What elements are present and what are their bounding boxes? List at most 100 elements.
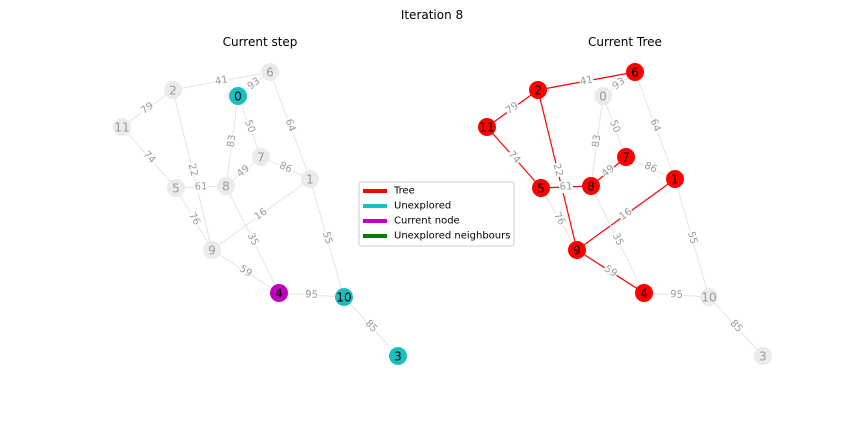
left-edge-weight-0-8: 83 (226, 134, 239, 148)
left-node-6 (261, 63, 279, 81)
left-edge-label-bg (185, 209, 203, 229)
right-edge-weight-9-4: 59 (602, 263, 619, 279)
right-node-label-5: 5 (537, 182, 545, 196)
right-edge-label-bg (609, 74, 629, 94)
right-edge-label-bg (641, 159, 660, 177)
right-edge-label-bg (550, 161, 565, 179)
left-edge-label-bg (244, 74, 264, 94)
legend: Tree Unexplored Current node Unexplored nei… (358, 181, 515, 247)
left-edge-weight-2-6: 41 (214, 74, 229, 87)
right-edge-weight-2-11: 79 (504, 100, 521, 116)
legend-box (358, 181, 515, 247)
right-node-label-9: 9 (573, 244, 581, 258)
left-edge-label-bg (139, 148, 159, 167)
right-edge-weight-1-10: 55 (685, 230, 699, 245)
right-edge-weight-0-8: 83 (591, 134, 604, 148)
left-nodes: 0 1 2 3 4 5 6 7 8 9 10 11 (113, 63, 407, 365)
right-edge-label-bg (590, 133, 604, 149)
left-edge-weight-2-9: 22 (186, 163, 200, 178)
right-node-0 (594, 87, 612, 105)
right-node-label-4: 4 (640, 287, 648, 301)
left-node-1 (301, 170, 319, 188)
right-nodes: 0 1 2 3 4 5 6 7 8 9 10 11 (478, 63, 772, 365)
left-edge-weight-8-7: 49 (235, 163, 252, 180)
right-edge-label-bg (609, 230, 626, 249)
left-node-label-5: 5 (172, 182, 180, 196)
left-node-3 (389, 347, 407, 365)
left-node-11 (113, 118, 131, 136)
right-node-label-6: 6 (631, 66, 639, 80)
right-edge-label-bg (504, 148, 524, 167)
left-edge-weight-0-7: 50 (242, 119, 257, 135)
right-edge-label-bg (550, 209, 568, 229)
right-node-1 (666, 170, 684, 188)
right-node-4 (635, 284, 653, 302)
left-edge-label-bg (241, 117, 258, 136)
right-edge-weight-5-8: 61 (559, 181, 572, 193)
legend-label-2: Current node (394, 216, 460, 227)
left-edge-weight-7-1: 86 (277, 160, 293, 175)
right-edge-weight-0-7: 50 (607, 119, 622, 135)
left-edge-weight-6-1: 64 (283, 118, 298, 134)
left-node-label-1: 1 (306, 173, 314, 187)
right-edge-label-bg (558, 180, 574, 194)
left-edge-label-bg (244, 230, 261, 249)
right-edge-label-bg (599, 162, 618, 181)
left-node-10 (335, 288, 353, 306)
right-node-3 (754, 347, 772, 365)
left-edge-weight-5-8: 61 (194, 181, 207, 193)
right-node-label-7: 7 (622, 151, 630, 165)
right-edge-label-bg (646, 116, 664, 135)
left-node-label-11: 11 (114, 121, 129, 135)
right-node-2 (529, 81, 547, 99)
left-edge-label-bg (281, 116, 299, 135)
right-edge-weight-9-1: 16 (618, 206, 635, 222)
left-edge-label-bg (234, 162, 253, 181)
left-node-label-4: 4 (275, 287, 283, 301)
legend-label-1: Unexplored (394, 201, 451, 212)
right-edge-label-bg (606, 117, 623, 136)
right-edge-label-bg (503, 99, 522, 118)
left-edge-weight-5-9: 76 (186, 211, 202, 228)
left-edge-label-bg (185, 161, 200, 179)
left-edge-weight-2-11: 79 (139, 100, 156, 116)
left-edge-label-bg (276, 159, 295, 177)
right-node-5 (532, 179, 550, 197)
right-edge-weight-2-6: 41 (579, 74, 594, 87)
left-edge-label-bg (236, 262, 255, 281)
right-edge-label-bg (684, 229, 700, 247)
right-panel-title: Current Tree (588, 35, 662, 49)
left-edge-label-bg (138, 99, 157, 118)
left-edge-label-bg (361, 317, 381, 336)
left-node-label-10: 10 (336, 291, 351, 305)
left-edge-label-bg (304, 288, 319, 302)
right-edge-weight-8-4: 35 (610, 231, 626, 247)
right-node-label-3: 3 (759, 350, 767, 364)
left-node-label-0: 0 (234, 90, 242, 104)
right-edge-weight-7-1: 86 (642, 160, 658, 175)
right-edge-weight-8-7: 49 (600, 163, 617, 180)
right-node-label-8: 8 (587, 180, 595, 194)
right-node-11 (478, 118, 496, 136)
left-node-label-7: 7 (257, 151, 265, 165)
right-edge-weight-4-10: 95 (670, 289, 683, 301)
left-node-9 (203, 241, 221, 259)
left-node-label-2: 2 (169, 84, 177, 98)
right-edge-weight-0-6: 93 (611, 76, 628, 92)
right-edge-label-bg (601, 262, 620, 281)
right-edge-weight-2-9: 22 (551, 163, 565, 178)
left-node-label-9: 9 (208, 244, 216, 258)
right-node-label-11: 11 (479, 121, 494, 135)
right-node-label-0: 0 (599, 90, 607, 104)
left-edge-weight-4-10: 95 (305, 289, 318, 301)
right-edge-label-bg (669, 288, 684, 302)
left-node-4 (270, 284, 288, 302)
legend-label-3: Unexplored neighbours (394, 231, 510, 242)
right-edge-label-bg (616, 205, 636, 224)
left-edge-label-bg (225, 133, 239, 149)
right-node-10 (700, 288, 718, 306)
right-node-label-1: 1 (671, 173, 679, 187)
